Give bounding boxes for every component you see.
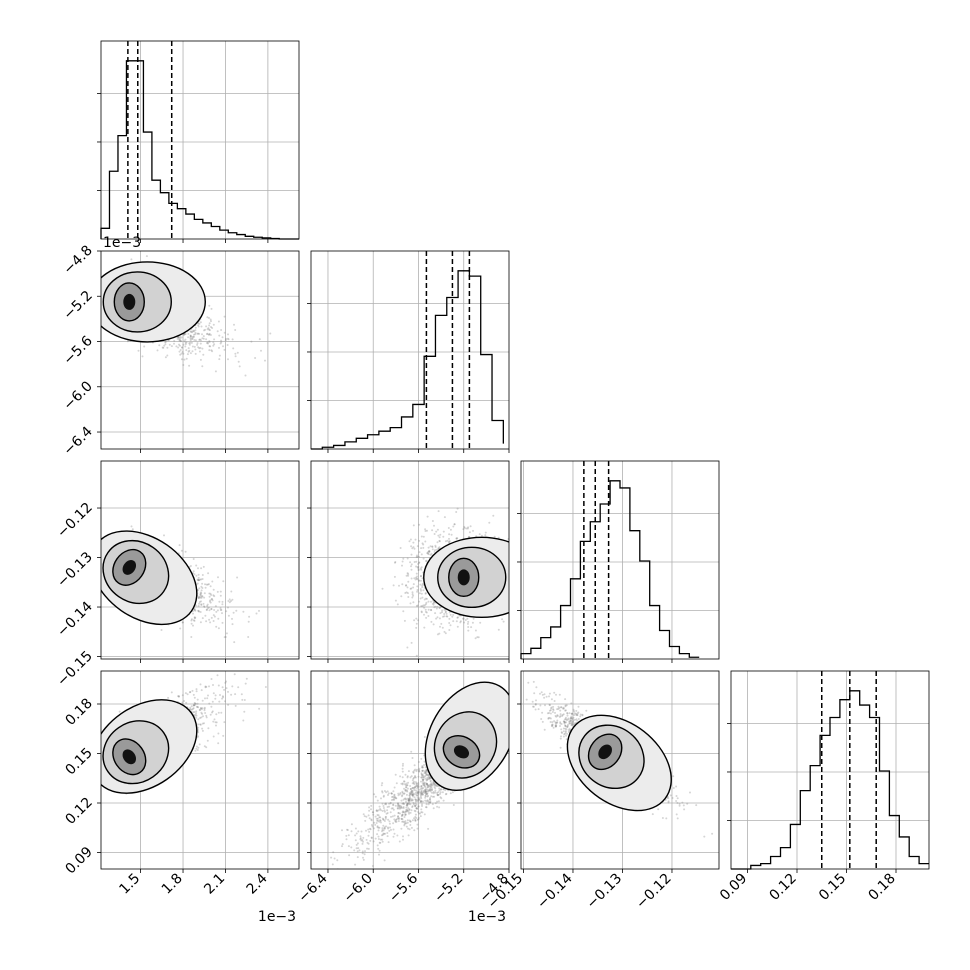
x-tick-label: −6.4 [295,870,330,905]
histogram-step [731,690,929,870]
histogram-2 [520,461,700,659]
y-tick-label: −4.8 [60,243,95,278]
contour-line [578,724,645,790]
y-tick-label: −6.0 [60,378,95,413]
x-tick-label: 2.1 [201,871,228,898]
axes-frame [310,250,510,450]
density-panel-1-3 [330,681,509,869]
y-tick-label: 0.18 [62,696,95,729]
contour-line [448,557,480,598]
contour-line [424,681,509,792]
y-tick-label: −0.13 [54,549,96,591]
y-offset-label: 1e−3 [103,235,141,251]
y-tick-label: −0.15 [54,648,96,690]
density-level [123,293,136,310]
contour-line [587,733,623,771]
contour-line [433,711,498,779]
histogram-step [520,480,700,659]
axes-frame [520,670,720,870]
x-tick-label: 0.15 [816,871,849,904]
density-panel-0-3 [101,673,267,795]
contour-line [101,261,206,343]
contour-line [442,735,481,769]
contour-line [101,699,198,794]
x-tick-label: −6.0 [341,871,376,906]
density-level [598,744,612,760]
x-tick-label: 0.18 [865,871,898,904]
histogram-step [100,60,299,240]
axes-frame [100,250,300,450]
contour-line [113,282,145,322]
axes-frame [520,460,720,660]
axes-frame [730,670,930,870]
x-tick-label: −0.14 [534,870,576,912]
density-level [457,569,470,586]
density-panel-1-2 [381,507,509,657]
x-tick-label: −0.13 [584,871,626,913]
density-level [122,749,137,765]
axes-frame [100,670,300,870]
y-tick-label: −6.4 [60,423,95,458]
y-tick-label: 0.09 [62,844,95,877]
histogram-1 [311,251,504,450]
contour-line [102,271,172,333]
x-tick-label: 0.09 [717,871,750,904]
x-tick-label: 0.12 [766,871,799,904]
contour-line [423,536,509,619]
x-offset-label: 1e−3 [258,909,296,925]
density-panel-0-1 [101,255,272,377]
density-level [122,560,137,575]
y-tick-label: −5.6 [60,333,95,368]
axes-frame [100,460,300,660]
contour-line [101,530,198,626]
density-panel-2-3 [525,680,714,838]
x-tick-label: −0.12 [633,871,675,913]
contour-line [102,539,170,605]
y-tick-label: −5.2 [60,288,95,323]
y-tick-label: 0.12 [62,795,95,828]
x-offset-label: 1e−3 [468,909,506,925]
contour-line [566,714,672,812]
y-tick-label: −0.14 [54,598,96,640]
contour-line [112,548,147,586]
y-tick-label: −0.12 [54,500,96,542]
axes-frame [100,40,300,240]
contour-line [112,738,147,776]
axes-frame [310,670,510,870]
histogram-3 [731,671,929,870]
x-tick-label: 2.4 [244,870,271,897]
contour-line [437,546,507,609]
x-tick-label: 1.5 [116,871,143,898]
histogram-step [311,270,504,450]
density-level [453,745,470,759]
x-tick-label: 1.8 [159,871,186,898]
y-tick-label: 0.15 [62,745,95,778]
axes-frame [310,460,510,660]
density-panel-0-2 [101,525,260,644]
contour-line [102,720,170,785]
x-tick-label: −5.6 [386,870,421,905]
histogram-0 [100,41,299,240]
x-tick-label: −5.2 [431,871,466,906]
